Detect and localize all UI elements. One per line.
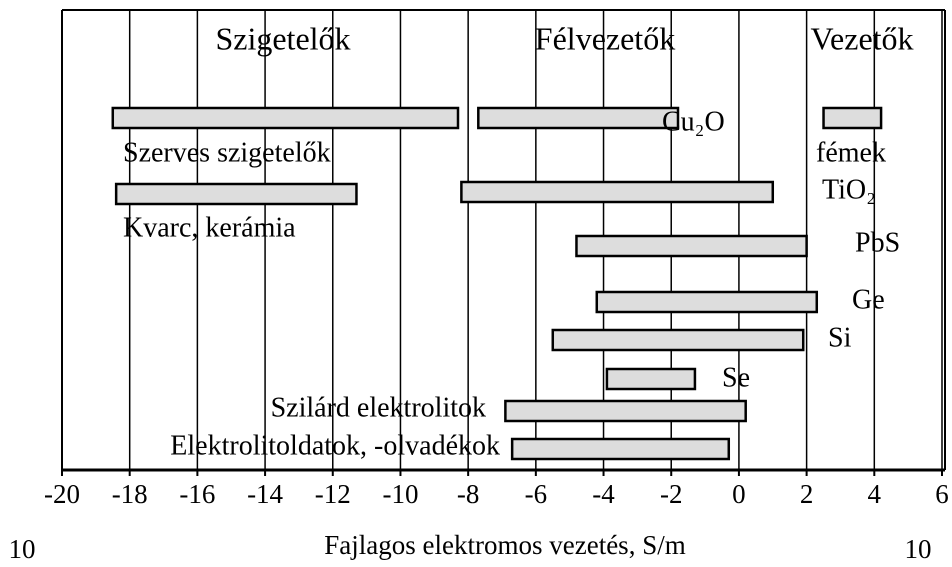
bar [111,106,460,130]
x-tick-label: -10 [382,479,418,509]
bar [510,437,731,461]
bar [551,328,805,352]
bar-label: Kvarc, kerámia [123,212,296,243]
bar [114,182,358,206]
bar [595,290,819,314]
region-label: Szigetelők [215,20,350,56]
region-label: Félvezetők [535,20,675,56]
bar-label: fémek [816,137,886,168]
bar-label: Ge [852,284,885,315]
x-tick-label: -4 [592,479,615,509]
x-tick-label: 6 [935,479,949,509]
bar-label: Szilárd elektrolitok [271,392,486,423]
x-tick-label: 0 [732,479,746,509]
bar [504,399,747,423]
x-tick-label: -18 [112,479,148,509]
bar [477,106,680,130]
x-tick-label: 2 [800,479,814,509]
x-tick-label: -6 [525,479,548,509]
bar-label: TiO₂ [822,174,876,205]
region-label: Vezetők [810,20,913,56]
x-tick-label: -2 [660,479,683,509]
axis-base-label: 10 [905,534,932,564]
bar-label: Si [828,322,852,353]
bar-label: Elektrolitoldatok, -olvadékok [170,430,500,461]
bar-label: Cu₂O [662,106,725,137]
bar-label: PbS [855,227,900,258]
x-tick-label: -14 [247,479,283,509]
x-axis-label: Fajlagos elektromos vezetés, S/m [324,530,685,560]
bar [575,234,808,258]
bar-label: Szerves szigetelők [123,137,331,168]
bar-label: Se [722,362,750,393]
bar [605,367,697,391]
x-tick-label: 4 [868,479,882,509]
x-tick-label: -16 [179,479,215,509]
x-tick-label: -12 [315,479,351,509]
axis-base-label: 10 [9,534,36,564]
x-tick-label: -8 [457,479,480,509]
bar [822,106,883,130]
x-tick-label: -20 [44,479,80,509]
bar [460,180,775,204]
